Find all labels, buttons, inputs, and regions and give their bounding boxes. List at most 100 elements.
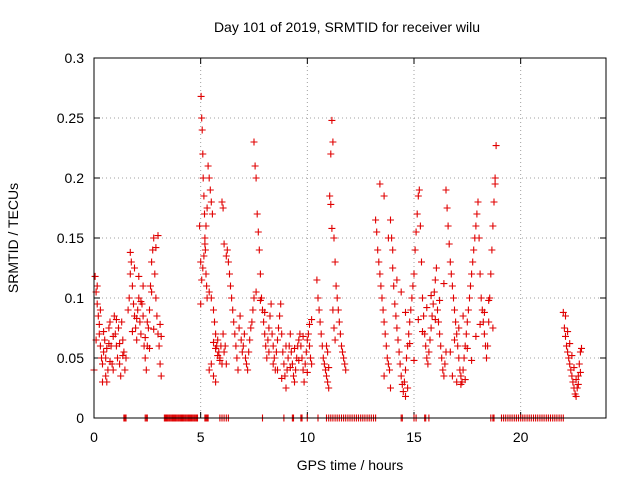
data-point <box>412 228 420 236</box>
data-point <box>223 246 231 254</box>
data-point <box>222 360 230 368</box>
data-point <box>141 334 149 342</box>
data-point <box>212 344 220 352</box>
data-point <box>323 342 330 350</box>
data-point <box>282 342 290 350</box>
data-point <box>208 210 216 218</box>
data-point <box>439 366 447 374</box>
data-point <box>148 258 156 266</box>
data-point <box>202 222 210 230</box>
data-point <box>396 360 404 368</box>
data-point <box>575 360 583 368</box>
data-point <box>426 336 434 344</box>
data-point <box>156 320 164 328</box>
data-point <box>419 294 426 302</box>
data-point <box>203 204 211 212</box>
data-point <box>207 360 215 368</box>
data-point <box>249 306 257 314</box>
data-point <box>410 356 418 364</box>
data-point <box>231 330 239 338</box>
data-point <box>566 360 574 368</box>
data-point <box>491 174 499 182</box>
data-point <box>128 282 136 290</box>
data-point <box>331 258 339 266</box>
data-point <box>414 192 422 200</box>
data-point <box>574 380 582 388</box>
data-point <box>197 92 205 100</box>
data-point <box>564 348 572 356</box>
data-point <box>153 312 161 320</box>
data-point <box>219 330 227 338</box>
data-point <box>286 330 294 338</box>
data-point <box>147 282 154 290</box>
data-point <box>277 300 285 308</box>
data-point <box>103 344 111 352</box>
data-point <box>409 282 417 290</box>
data-point <box>135 272 143 280</box>
data-point <box>105 324 113 332</box>
data-point <box>317 330 325 338</box>
data-point <box>152 244 160 252</box>
data-point <box>303 336 311 344</box>
data-point <box>341 360 349 368</box>
data-point <box>387 216 394 224</box>
data-point <box>295 356 303 364</box>
data-point <box>127 258 135 266</box>
data-point <box>570 364 578 372</box>
data-point <box>206 186 214 194</box>
data-point <box>440 372 448 380</box>
data-point <box>329 306 337 314</box>
data-point <box>216 356 224 364</box>
data-point <box>255 246 263 254</box>
data-point <box>572 392 580 400</box>
data-point <box>453 378 461 386</box>
data-point <box>376 270 384 278</box>
data-point <box>442 186 450 194</box>
data-point <box>303 368 311 376</box>
data-point <box>316 318 324 326</box>
data-point <box>404 384 412 392</box>
data-point <box>372 216 380 224</box>
data-point <box>463 318 471 326</box>
data-point <box>406 318 414 326</box>
data-point <box>242 354 249 362</box>
data-point <box>210 372 217 380</box>
data-point <box>480 330 488 338</box>
x-tick-label: 10 <box>300 429 316 445</box>
data-point <box>119 352 127 360</box>
data-point <box>397 288 405 296</box>
data-point <box>141 354 149 362</box>
data-point <box>197 258 205 266</box>
data-point <box>119 336 127 344</box>
data-point <box>392 312 400 320</box>
data-point <box>136 318 144 326</box>
data-point <box>420 312 428 320</box>
data-point <box>455 324 463 332</box>
data-point <box>227 282 234 290</box>
data-point <box>196 222 204 230</box>
data-point <box>234 366 242 374</box>
data-point <box>324 348 332 356</box>
data-point <box>132 324 140 332</box>
data-point <box>144 324 152 332</box>
data-point <box>431 276 439 284</box>
data-point <box>99 378 106 386</box>
data-point <box>489 222 497 230</box>
data-point <box>155 342 163 350</box>
data-point <box>373 228 381 236</box>
data-point <box>130 300 137 308</box>
data-point <box>428 312 436 320</box>
data-point <box>325 384 333 392</box>
data-point <box>272 348 280 356</box>
data-point <box>340 354 348 362</box>
data-point <box>469 258 477 266</box>
data-point <box>205 366 213 374</box>
data-point <box>467 282 474 290</box>
data-point <box>239 342 247 350</box>
data-point <box>331 336 339 344</box>
data-point <box>485 296 493 304</box>
data-point <box>477 294 485 302</box>
data-point <box>459 366 467 374</box>
data-point <box>232 342 240 350</box>
